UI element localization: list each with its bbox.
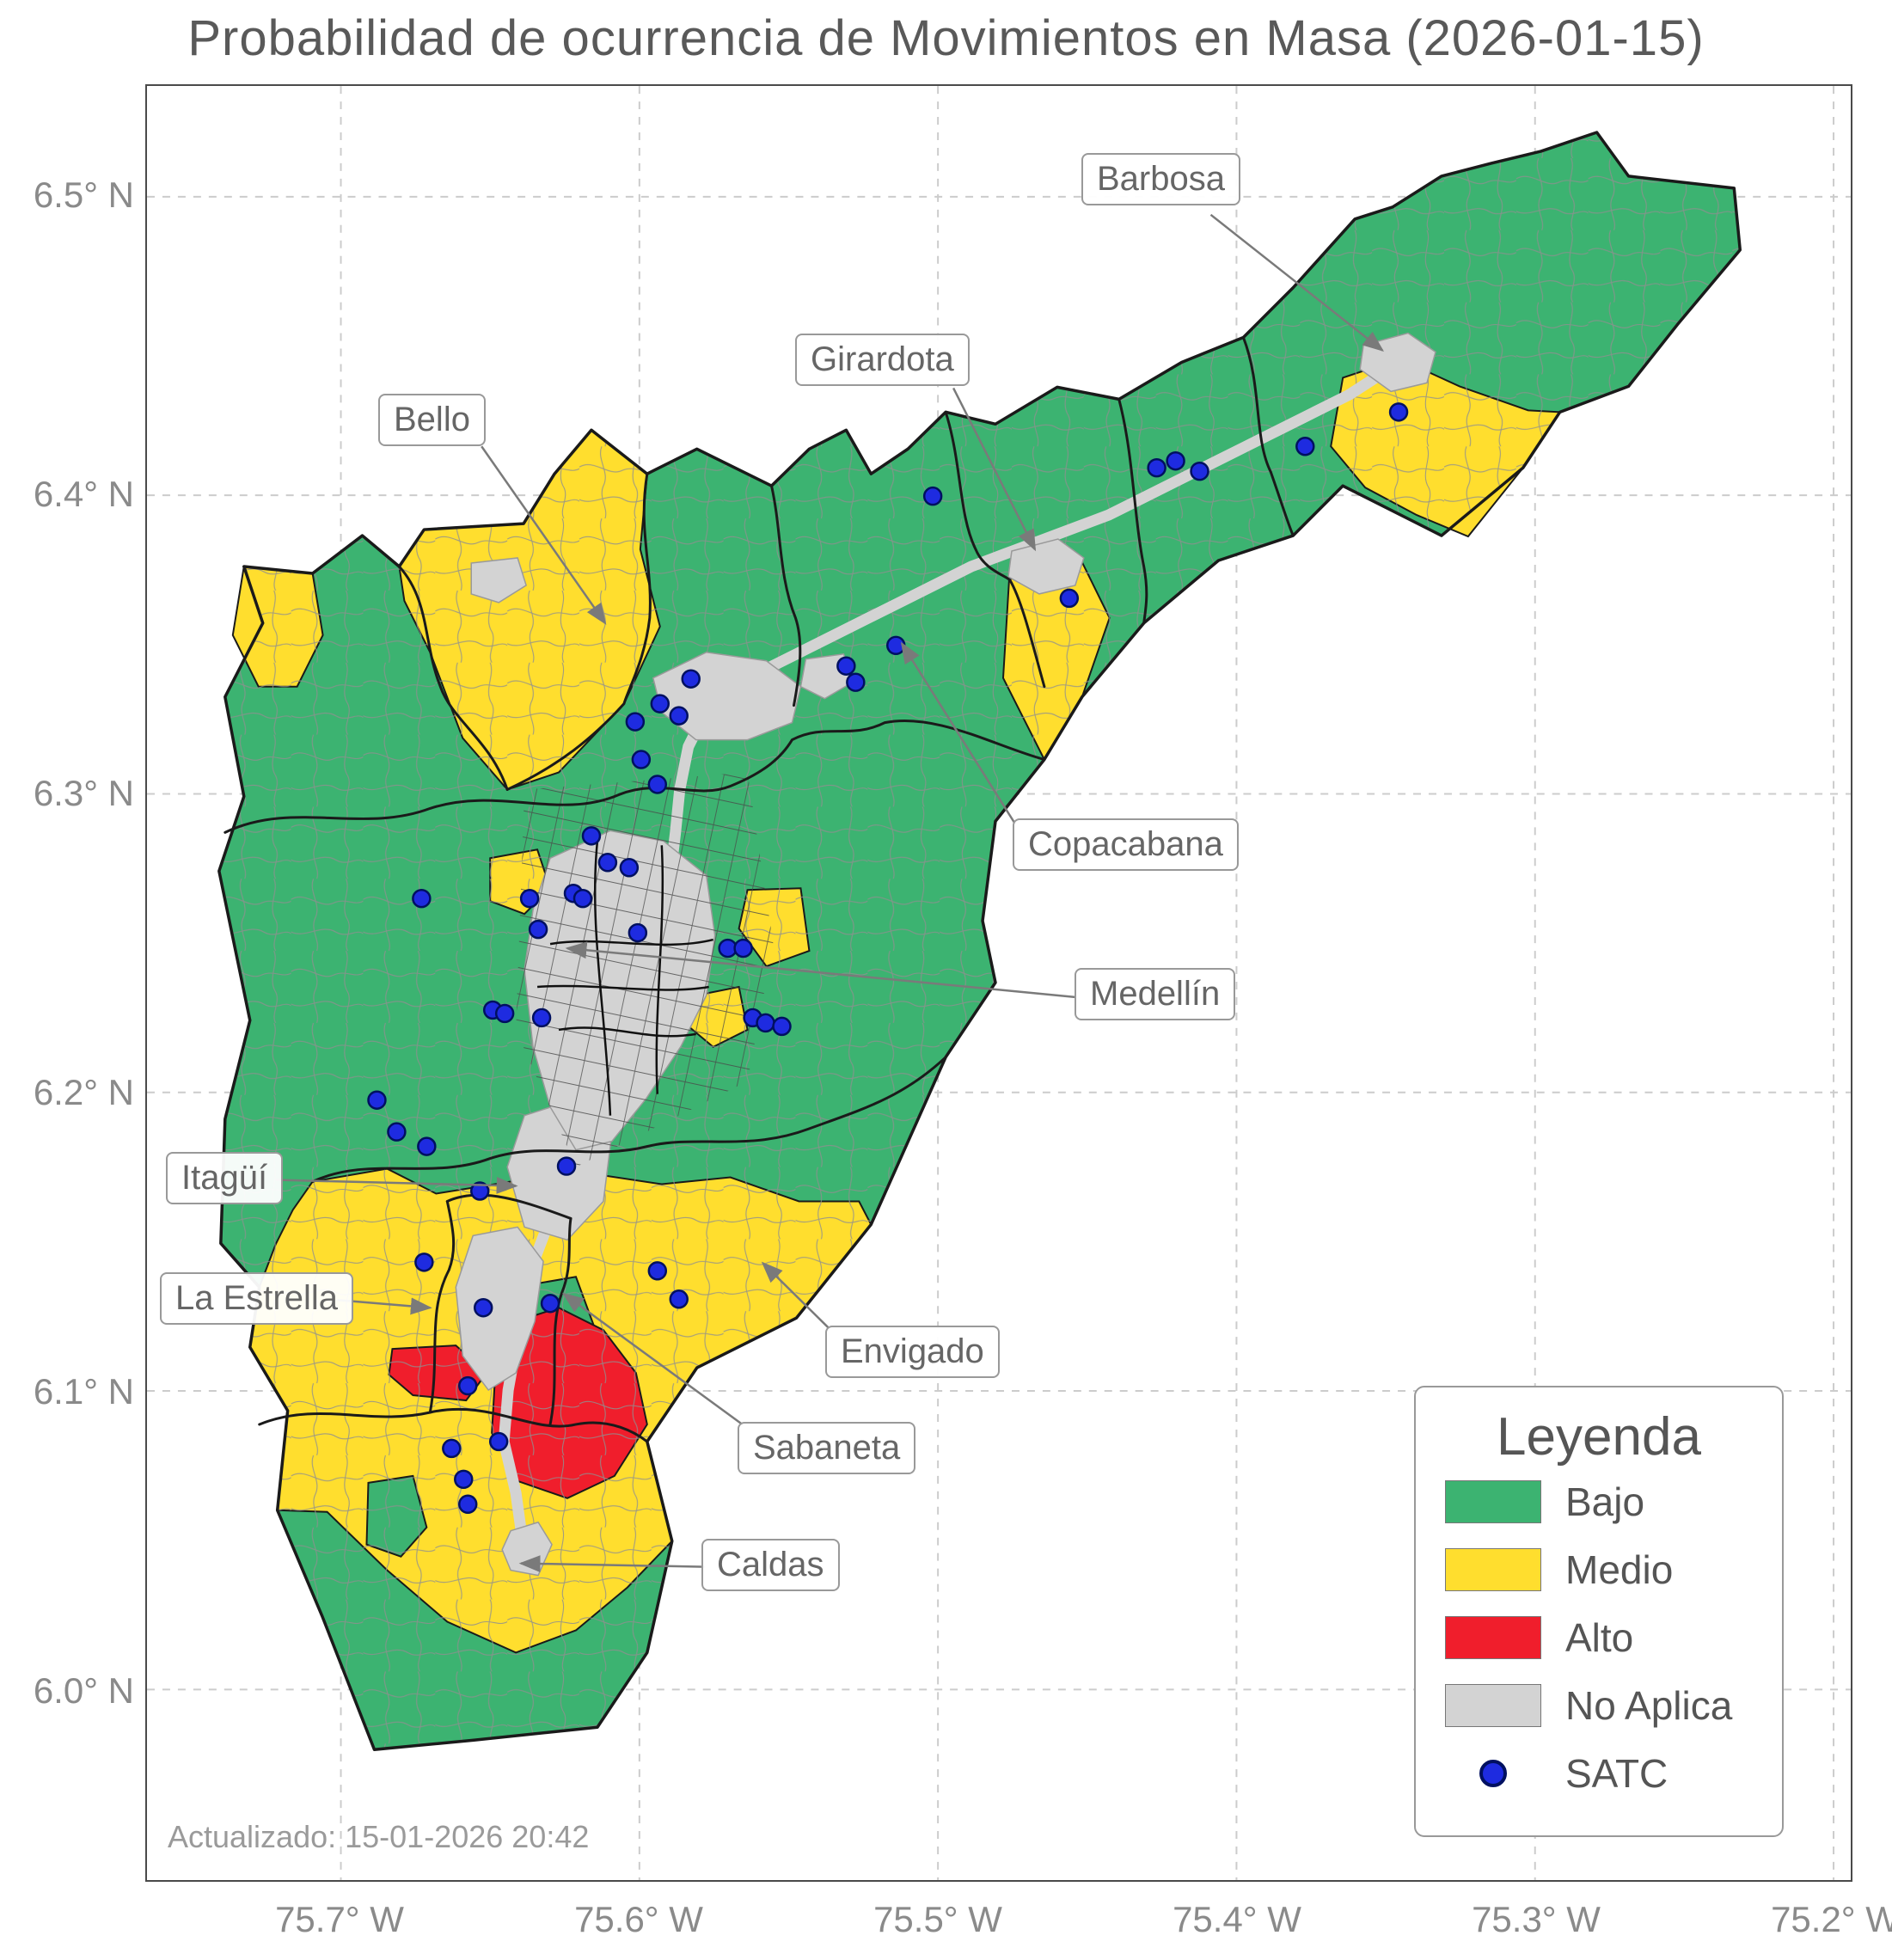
legend-row-bajo: Bajo (1416, 1467, 1782, 1535)
x-tick-75-5: 75.5° W (873, 1899, 1002, 1939)
map-label-itagui: Itagüí (166, 1152, 284, 1204)
region-outline (217, 131, 1742, 1751)
legend-row-satc: SATC (1416, 1739, 1782, 1807)
map-label-copacabana: Copacabana (1013, 818, 1239, 871)
municipal-borders (223, 336, 1295, 1443)
x-tick-75-4: 75.4° W (1173, 1899, 1301, 1939)
legend-label-medio: Medio (1565, 1547, 1674, 1592)
legend-swatch-medio (1445, 1547, 1541, 1591)
legend-title: Leyenda (1497, 1407, 1701, 1467)
legend-row-medio: Medio (1416, 1535, 1782, 1603)
x-tick-75-2: 75.2° W (1771, 1899, 1892, 1939)
map-label-girardota: Girardota (795, 334, 970, 386)
map-label-medellin: Medellín (1075, 968, 1236, 1020)
y-tick-6-3: 6.3° N (33, 773, 134, 813)
legend-swatch-alto (1445, 1615, 1541, 1659)
legend-label-no-aplica: No Aplica (1565, 1682, 1733, 1728)
x-tick-75-6: 75.6° W (574, 1899, 703, 1939)
annotation-arrows (275, 213, 1385, 1573)
legend-label-bajo: Bajo (1565, 1479, 1645, 1524)
legend-label-satc: SATC (1565, 1750, 1669, 1796)
legend-row-alto: Alto (1416, 1603, 1782, 1671)
legend-swatch-bajo (1445, 1479, 1541, 1523)
legend-label-alto: Alto (1565, 1614, 1634, 1660)
satc-points (367, 402, 1409, 1515)
y-tick-6-1: 6.1° N (33, 1371, 134, 1412)
legend-row-no-aplica: No Aplica (1416, 1671, 1782, 1739)
y-tick-6-2: 6.2° N (33, 1072, 134, 1112)
legend-satc-dot-wrap (1445, 1759, 1541, 1787)
map-plot-area (145, 84, 1852, 1882)
comuna-borders (536, 841, 713, 1116)
map-label-bello: Bello (378, 394, 486, 446)
x-tick-75-3: 75.3° W (1472, 1899, 1601, 1939)
map-label-la-estrella: La Estrella (160, 1272, 353, 1325)
y-tick-6-4: 6.4° N (33, 474, 134, 514)
x-tick-75-7: 75.7° W (275, 1899, 404, 1939)
page-title: Probabilidad de ocurrencia de Movimiento… (187, 10, 1705, 66)
legend-satc-dot-icon (1479, 1759, 1507, 1787)
legend-swatch-no-aplica (1445, 1683, 1541, 1727)
y-tick-6-0: 6.0° N (33, 1670, 134, 1711)
updated-timestamp: Actualizado: 15-01-2026 20:42 (168, 1819, 590, 1854)
legend: Leyenda Bajo Medio Alto No Aplica SATC (1414, 1386, 1784, 1837)
map-label-sabaneta: Sabaneta (738, 1422, 916, 1474)
map-label-barbosa: Barbosa (1081, 153, 1240, 205)
map-label-envigado: Envigado (825, 1326, 1000, 1378)
y-tick-6-5: 6.5° N (33, 175, 134, 215)
map-label-caldas: Caldas (701, 1539, 840, 1591)
